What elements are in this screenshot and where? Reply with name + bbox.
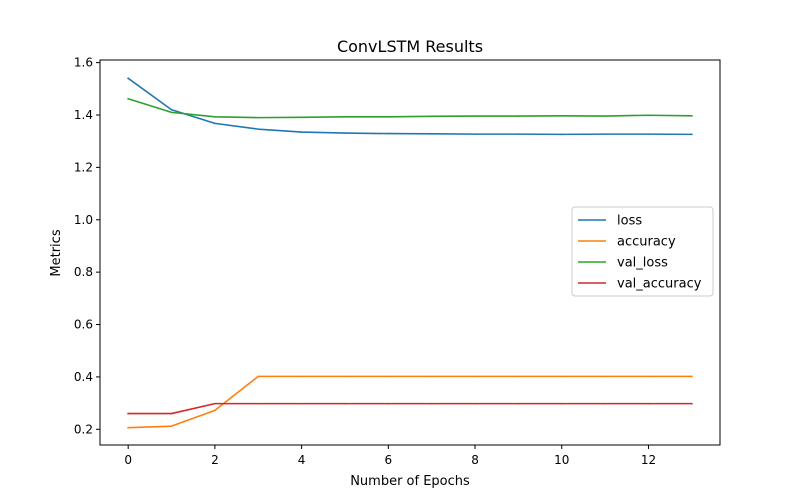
y-tick-label: 1.2 xyxy=(74,160,93,174)
data-point-loss-5 xyxy=(344,132,346,134)
data-point-accuracy-8 xyxy=(474,375,476,378)
legend-label-val-accuracy: val_accuracy xyxy=(617,277,702,292)
data-point-val-loss-1 xyxy=(170,111,173,114)
x-axis: 0 2 4 6 8 10 12 xyxy=(124,445,656,467)
data-point-loss-7 xyxy=(430,133,433,135)
x-tick-label: 6 xyxy=(385,453,393,467)
legend-label-loss: loss xyxy=(617,214,642,229)
data-point-loss-9 xyxy=(517,133,520,135)
data-point-val-accuracy-5 xyxy=(344,402,346,405)
data-point-loss-12 xyxy=(647,133,650,135)
y-tick-label: 1.4 xyxy=(74,108,93,122)
data-point-val-loss-6 xyxy=(387,116,390,118)
data-point-accuracy-6 xyxy=(387,375,390,378)
data-point-val-accuracy-3 xyxy=(257,402,260,405)
data-point-val-accuracy-2 xyxy=(214,402,216,405)
data-point-accuracy-12 xyxy=(647,375,650,378)
data-point-accuracy-10 xyxy=(560,375,563,378)
data-point-val-accuracy-7 xyxy=(430,402,433,405)
series-line-val-loss xyxy=(127,97,693,119)
data-point-loss-2 xyxy=(214,122,216,125)
data-point-val-loss-12 xyxy=(647,114,650,117)
data-point-val-accuracy-9 xyxy=(517,402,520,405)
data-point-val-loss-2 xyxy=(214,116,216,118)
x-tick-label: 10 xyxy=(554,453,569,467)
data-point-val-accuracy-4 xyxy=(300,402,303,405)
data-point-loss-4 xyxy=(300,131,303,133)
legend-label-accuracy: accuracy xyxy=(617,235,676,250)
x-tick-label: 12 xyxy=(641,453,656,467)
y-tick-label: 1.0 xyxy=(74,213,93,227)
data-point-accuracy-7 xyxy=(430,375,433,378)
y-tick-label: 0.2 xyxy=(74,422,93,436)
legend: loss accuracy val_loss val_accuracy xyxy=(571,206,714,297)
data-point-val-loss-0 xyxy=(127,97,129,100)
data-point-val-accuracy-12 xyxy=(647,402,650,405)
data-point-val-loss-11 xyxy=(604,115,606,117)
data-point-val-accuracy-11 xyxy=(604,402,606,405)
y-tick-label: 0.8 xyxy=(74,265,93,279)
data-point-accuracy-9 xyxy=(517,375,520,378)
plot-frame xyxy=(99,59,721,446)
data-point-val-loss-4 xyxy=(300,116,303,119)
x-tick-label: 0 xyxy=(124,453,132,467)
x-tick-label: 2 xyxy=(211,453,219,467)
data-point-accuracy-5 xyxy=(344,375,346,378)
data-point-loss-8 xyxy=(474,133,476,135)
data-point-accuracy-13 xyxy=(691,375,693,378)
data-point-loss-10 xyxy=(560,133,563,136)
x-tick-label: 8 xyxy=(471,453,479,467)
data-point-loss-1 xyxy=(170,108,173,111)
series-line-loss xyxy=(127,77,693,136)
chart-title: ConvLSTM Results xyxy=(337,37,483,56)
x-axis-label: Number of Epochs xyxy=(350,474,470,489)
data-point-loss-3 xyxy=(257,128,260,130)
data-point-val-loss-13 xyxy=(691,114,693,117)
data-point-val-loss-9 xyxy=(517,115,520,117)
data-point-val-accuracy-1 xyxy=(170,412,173,415)
y-tick-label: 0.6 xyxy=(74,318,93,332)
data-point-val-loss-7 xyxy=(430,115,433,118)
data-point-val-loss-3 xyxy=(257,116,260,119)
data-point-accuracy-2 xyxy=(214,409,216,412)
data-point-val-accuracy-13 xyxy=(691,402,693,405)
y-axis: 0.2 0.4 0.6 0.8 1.0 1.2 1.4 1.6 xyxy=(74,56,100,436)
data-point-loss-11 xyxy=(604,133,606,135)
data-point-val-accuracy-8 xyxy=(474,402,476,405)
series-line-val-accuracy xyxy=(127,402,693,415)
data-point-loss-0 xyxy=(127,77,129,80)
y-tick-label: 1.6 xyxy=(74,56,93,70)
data-point-val-loss-10 xyxy=(560,114,563,117)
series-line-accuracy xyxy=(127,375,693,429)
data-point-loss-6 xyxy=(387,132,390,135)
data-point-val-loss-5 xyxy=(344,116,346,118)
y-axis-label: Metrics xyxy=(49,229,64,276)
legend-box xyxy=(571,206,714,297)
data-point-accuracy-4 xyxy=(300,375,303,378)
data-point-val-accuracy-0 xyxy=(127,412,129,415)
data-point-val-accuracy-6 xyxy=(387,402,390,405)
data-point-val-accuracy-10 xyxy=(560,402,563,405)
data-point-accuracy-3 xyxy=(257,375,260,378)
data-point-val-loss-8 xyxy=(474,115,476,117)
plot-lines xyxy=(127,77,693,429)
x-tick-label: 4 xyxy=(298,453,306,467)
data-point-accuracy-0 xyxy=(127,426,129,429)
data-point-accuracy-1 xyxy=(170,425,173,427)
data-point-loss-13 xyxy=(691,133,693,136)
legend-label-val-loss: val_loss xyxy=(617,256,668,271)
data-point-accuracy-11 xyxy=(604,375,606,378)
y-tick-label: 0.4 xyxy=(74,370,93,384)
